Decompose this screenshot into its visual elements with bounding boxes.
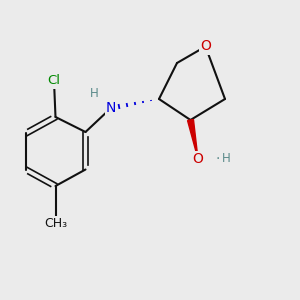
Text: O: O xyxy=(200,40,211,53)
Text: N: N xyxy=(106,101,116,115)
Polygon shape xyxy=(188,119,198,159)
Text: O: O xyxy=(193,152,203,166)
Text: H: H xyxy=(90,87,99,100)
Text: H: H xyxy=(221,152,230,166)
Text: Cl: Cl xyxy=(47,74,61,88)
Text: ·: · xyxy=(215,152,220,166)
Text: CH₃: CH₃ xyxy=(44,217,67,230)
